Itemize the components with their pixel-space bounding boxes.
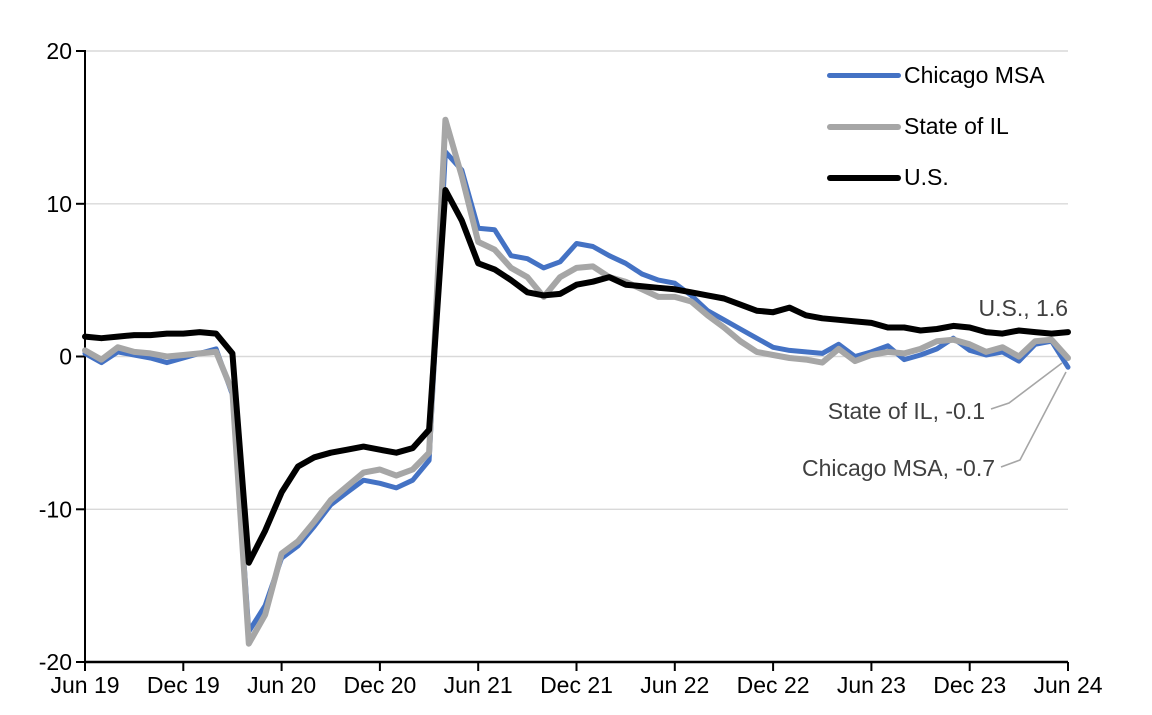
x-tick-label: Dec 23 [933,672,1006,698]
y-tick-label: 20 [46,38,72,64]
end-label-state-of-il: State of IL, -0.1 [827,398,985,424]
x-tick-label: Jun 21 [444,672,513,698]
end-label-us: U.S., 1.6 [978,295,1068,321]
legend-swatch-chicago-msa [827,73,901,78]
x-tick-label: Dec 22 [737,672,810,698]
x-tick-label: Jun 23 [837,672,906,698]
x-tick-label: Dec 20 [343,672,416,698]
y-tick-label: -20 [39,649,72,675]
end-label-chicago-msa: Chicago MSA, -0.7 [801,455,995,481]
legend: Chicago MSA State of IL U.S. [827,50,1045,203]
x-tick-label: Jun 19 [50,672,119,698]
y-tick-label: -10 [39,496,72,522]
y-tick-label: 10 [46,191,72,217]
x-tick-label: Jun 24 [1033,672,1102,698]
legend-swatch-us [827,174,901,181]
legend-label-chicago-msa: Chicago MSA [904,62,1045,88]
x-tick-label: Jun 20 [247,672,316,698]
legend-item-chicago-msa: Chicago MSA [827,50,1045,101]
leader-line-chicago-msa [1000,371,1067,468]
legend-label-us: U.S. [904,164,949,190]
legend-swatch-state-of-il [827,123,901,130]
legend-label-state-of-il: State of IL [904,113,1009,139]
x-tick-label: Dec 19 [147,672,220,698]
series-line-u-s- [82,187,1071,566]
series-line-state-of-il [82,116,1071,647]
x-tick-label: Jun 22 [640,672,709,698]
legend-item-state-of-il: State of IL [827,101,1045,152]
leader-line-state-of-il [990,362,1063,410]
legend-item-us: U.S. [827,152,1045,203]
y-tick-label: 0 [59,344,72,370]
x-tick-label: Dec 21 [540,672,613,698]
